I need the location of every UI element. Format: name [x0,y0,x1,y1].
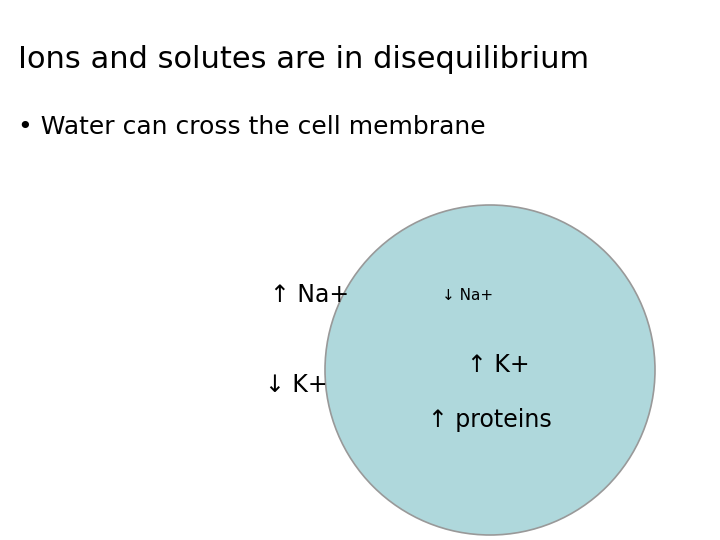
Text: ↑ K+: ↑ K+ [467,353,529,377]
Text: ↓ K+: ↓ K+ [265,373,328,397]
Text: Ions and solutes are in disequilibrium: Ions and solutes are in disequilibrium [18,45,589,74]
Text: ↓ Na+: ↓ Na+ [442,287,494,302]
Circle shape [325,205,655,535]
Text: • Water can cross the cell membrane: • Water can cross the cell membrane [18,115,485,139]
Text: ↑ Na+: ↑ Na+ [270,283,349,307]
Text: ↑ proteins: ↑ proteins [428,408,552,432]
